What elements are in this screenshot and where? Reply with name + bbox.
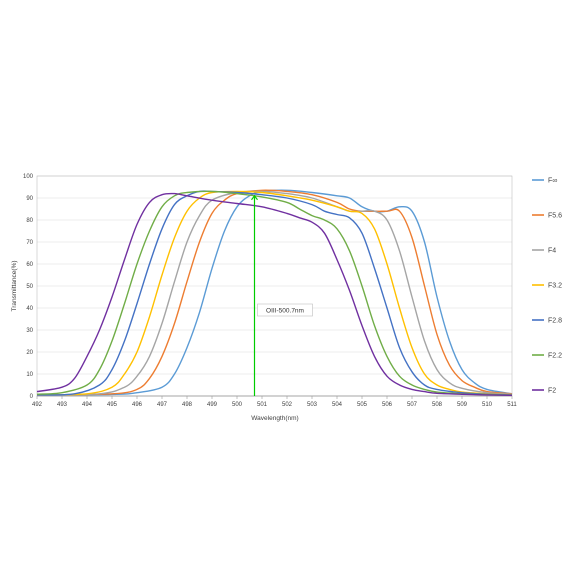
x-tick-label: 507 <box>407 402 418 408</box>
x-tick-label: 498 <box>182 402 193 408</box>
y-tick-label: 40 <box>26 306 33 312</box>
x-axis-label: Wavelength(nm) <box>251 415 298 422</box>
series-line-4 <box>36 190 513 396</box>
y-tick-label: 0 <box>30 394 34 400</box>
x-tick-label: 510 <box>482 402 493 408</box>
x-tick-label: 500 <box>232 402 243 408</box>
x-tick-label: 501 <box>257 402 268 408</box>
legend-label: F2 <box>548 388 556 395</box>
legend-label: F4 <box>548 248 556 255</box>
legend-label: F5.6 <box>548 213 562 220</box>
x-tick-label: 494 <box>82 402 93 408</box>
y-tick-label: 30 <box>26 328 33 334</box>
x-tick-label: 492 <box>32 402 43 408</box>
annotation-layer: OIII-500.7nm <box>251 194 313 396</box>
legend-label: F2.2 <box>548 353 562 360</box>
x-tick-label: 497 <box>157 402 168 408</box>
y-tick-label: 80 <box>26 218 33 224</box>
y-tick-labels: 0 10 20 30 40 50 60 70 80 90 100 <box>23 174 34 400</box>
x-tick-label: 493 <box>57 402 68 408</box>
legend: F∞ F5.6 F4 F3.2 F2.8 F2.2 F2 <box>532 178 562 395</box>
series-line-6 <box>36 192 513 397</box>
series-line-2 <box>36 190 513 396</box>
x-tick-label: 504 <box>332 402 343 408</box>
x-tick-label: 506 <box>382 402 393 408</box>
y-tick-label: 90 <box>26 196 33 202</box>
grid-lines <box>37 175 512 397</box>
annotation-box <box>257 303 313 317</box>
y-tick-label: 50 <box>26 284 33 290</box>
series-line-0 <box>36 189 513 396</box>
annotation-label: OIII-500.7nm <box>266 308 304 315</box>
x-tick-label: 508 <box>432 402 443 408</box>
series-line-1 <box>36 189 513 396</box>
y-tick-label: 60 <box>26 262 33 268</box>
x-tick-label: 505 <box>357 402 368 408</box>
y-tick-label: 20 <box>26 350 33 356</box>
x-tick-labels: 492 493 494 495 496 497 498 499 500 501 502 503 504 5… <box>32 396 517 408</box>
x-tick-label: 511 <box>507 402 517 408</box>
oiii-marker-arrow <box>251 194 258 201</box>
y-tick-label: 100 <box>23 174 34 180</box>
series-line-3 <box>36 190 513 396</box>
legend-label: F2.8 <box>548 318 562 325</box>
x-tick-label: 509 <box>457 402 468 408</box>
series-line-5 <box>36 190 513 396</box>
x-tick-label: 502 <box>282 402 293 408</box>
y-tick-label: 10 <box>26 372 33 378</box>
x-tick-label: 495 <box>107 402 118 408</box>
series-layer <box>36 189 513 397</box>
x-tick-label: 503 <box>307 402 318 408</box>
y-tick-label: 70 <box>26 240 33 246</box>
legend-label: F3.2 <box>548 283 562 290</box>
x-tick-label: 496 <box>132 402 143 408</box>
plot-frame <box>36 175 513 397</box>
y-axis-label: Transmittance(%) <box>11 260 18 311</box>
legend-label: F∞ <box>548 178 557 185</box>
x-tick-label: 499 <box>207 402 218 408</box>
